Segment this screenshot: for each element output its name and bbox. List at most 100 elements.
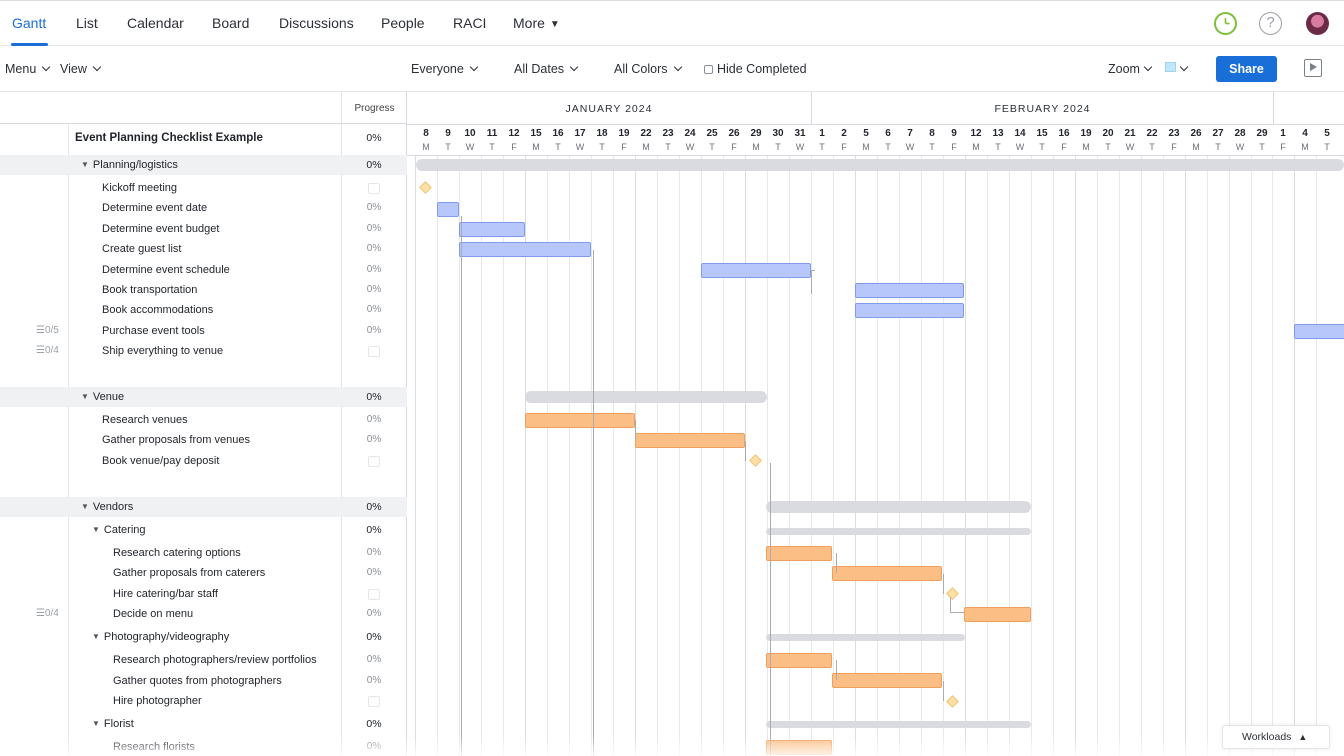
task-row[interactable]: Create guest list 0% bbox=[0, 239, 407, 259]
progress-value[interactable]: 0% bbox=[366, 414, 382, 425]
task-bar[interactable] bbox=[964, 607, 1031, 622]
task-row[interactable]: Gather proposals from venues 0% bbox=[0, 430, 407, 450]
progress-value[interactable]: 0% bbox=[366, 501, 382, 513]
task-bar[interactable] bbox=[1294, 324, 1344, 339]
task-bar[interactable] bbox=[766, 546, 832, 561]
progress-value[interactable]: 0% bbox=[366, 223, 382, 234]
menu-dropdown[interactable]: Menu bbox=[5, 62, 51, 76]
task-row[interactable]: Ship everything to venue ☰0/4 bbox=[0, 341, 407, 361]
progress-value[interactable]: 0% bbox=[366, 524, 382, 536]
task-row[interactable]: Gather proposals from caterers 0% bbox=[0, 563, 407, 583]
view-dropdown[interactable]: View bbox=[60, 62, 102, 76]
task-bar[interactable] bbox=[459, 222, 525, 237]
summary-bar[interactable] bbox=[766, 634, 965, 641]
milestone-diamond[interactable] bbox=[946, 695, 959, 708]
task-bar[interactable] bbox=[459, 242, 591, 257]
task-row[interactable]: Research venues 0% bbox=[0, 410, 407, 430]
group-row[interactable]: ▼ Venue 0% bbox=[0, 387, 407, 407]
task-row[interactable]: Determine event date 0% bbox=[0, 198, 407, 218]
subtask-count[interactable]: ☰0/4 bbox=[36, 341, 59, 361]
task-row[interactable]: Research photographers/review portfolios… bbox=[0, 650, 407, 670]
progress-value[interactable]: 0% bbox=[366, 325, 382, 336]
group-row[interactable]: ▼ Planning/logistics 0% bbox=[0, 155, 407, 175]
task-bar[interactable] bbox=[832, 673, 942, 688]
collapse-triangle-icon[interactable]: ▼ bbox=[92, 719, 100, 728]
progress-value[interactable]: 0% bbox=[366, 631, 382, 643]
progress-value[interactable]: 0% bbox=[366, 654, 382, 665]
tab-calendar[interactable]: Calendar bbox=[127, 15, 184, 31]
task-row[interactable]: Book transportation 0% bbox=[0, 280, 407, 300]
task-bar[interactable] bbox=[635, 433, 745, 448]
milestone-checkbox[interactable] bbox=[368, 696, 380, 707]
share-button[interactable]: Share bbox=[1216, 56, 1277, 82]
progress-value[interactable]: 0% bbox=[366, 202, 382, 213]
summary-bar[interactable] bbox=[525, 391, 767, 403]
workloads-button[interactable]: Workloads ▲ bbox=[1222, 725, 1330, 749]
task-bar[interactable] bbox=[832, 566, 942, 581]
progress-value[interactable]: 0% bbox=[366, 675, 382, 686]
tab-discussions[interactable]: Discussions bbox=[279, 15, 354, 31]
tab-more[interactable]: More ▼ bbox=[513, 15, 560, 31]
collapse-triangle-icon[interactable]: ▼ bbox=[81, 160, 89, 169]
progress-value[interactable]: 0% bbox=[366, 132, 382, 144]
progress-value[interactable]: 0% bbox=[366, 547, 382, 558]
progress-value[interactable]: 0% bbox=[366, 718, 382, 730]
zoom-dropdown[interactable]: Zoom bbox=[1108, 62, 1153, 76]
task-row[interactable]: Research catering options 0% bbox=[0, 543, 407, 563]
help-icon[interactable]: ? bbox=[1259, 12, 1282, 35]
checkbox[interactable] bbox=[704, 65, 713, 74]
task-row[interactable]: ▼ Catering 0% bbox=[0, 520, 407, 540]
color-chevron[interactable] bbox=[1179, 62, 1189, 76]
task-row[interactable]: Decide on menu ☰0/4 0% bbox=[0, 604, 407, 624]
tab-board[interactable]: Board bbox=[212, 15, 250, 31]
task-row[interactable]: Hire photographer bbox=[0, 691, 407, 711]
task-row[interactable]: Kickoff meeting bbox=[0, 178, 407, 198]
milestone-diamond[interactable] bbox=[946, 587, 959, 600]
progress-value[interactable]: 0% bbox=[366, 608, 382, 619]
milestone-checkbox[interactable] bbox=[368, 456, 380, 467]
subtask-count[interactable]: ☰0/5 bbox=[36, 321, 59, 341]
colors-filter[interactable]: All Colors bbox=[614, 62, 682, 76]
progress-value[interactable]: 0% bbox=[366, 304, 382, 315]
tab-list[interactable]: List bbox=[76, 15, 98, 31]
milestone-diamond[interactable] bbox=[749, 454, 762, 467]
group-row[interactable]: ▼ Vendors 0% bbox=[0, 497, 407, 517]
collapse-triangle-icon[interactable]: ▼ bbox=[81, 392, 89, 401]
tab-people[interactable]: People bbox=[381, 15, 425, 31]
people-filter[interactable]: Everyone bbox=[411, 62, 479, 76]
progress-value[interactable]: 0% bbox=[366, 391, 382, 403]
hide-completed-toggle[interactable]: Hide Completed bbox=[704, 62, 807, 76]
progress-value[interactable]: 0% bbox=[366, 567, 382, 578]
task-row[interactable]: Determine event budget 0% bbox=[0, 219, 407, 239]
progress-value[interactable]: 0% bbox=[366, 243, 382, 254]
progress-value[interactable]: 0% bbox=[366, 264, 382, 275]
dates-filter[interactable]: All Dates bbox=[514, 62, 579, 76]
summary-bar[interactable] bbox=[416, 159, 1344, 171]
task-row[interactable]: Book accommodations 0% bbox=[0, 300, 407, 320]
project-row[interactable]: Event Planning Checklist Example 0% bbox=[0, 128, 407, 148]
task-bar[interactable] bbox=[766, 653, 832, 668]
task-row[interactable]: Book venue/pay deposit bbox=[0, 451, 407, 471]
task-bar[interactable] bbox=[437, 202, 459, 217]
summary-bar[interactable] bbox=[766, 721, 1031, 728]
task-bar[interactable] bbox=[525, 413, 635, 428]
collapse-triangle-icon[interactable]: ▼ bbox=[81, 502, 89, 511]
avatar[interactable] bbox=[1306, 12, 1329, 35]
task-row[interactable]: ▼ Photography/videography 0% bbox=[0, 627, 407, 647]
milestone-checkbox[interactable] bbox=[368, 183, 380, 194]
milestone-checkbox[interactable] bbox=[368, 346, 380, 357]
collapse-triangle-icon[interactable]: ▼ bbox=[92, 525, 100, 534]
color-swatch[interactable] bbox=[1165, 62, 1176, 72]
summary-bar[interactable] bbox=[766, 501, 1031, 513]
summary-bar[interactable] bbox=[766, 528, 1031, 535]
task-row[interactable]: Determine event schedule 0% bbox=[0, 260, 407, 280]
task-bar[interactable] bbox=[855, 303, 964, 318]
collapse-triangle-icon[interactable]: ▼ bbox=[92, 632, 100, 641]
task-row[interactable]: Purchase event tools ☰0/5 0% bbox=[0, 321, 407, 341]
task-bar[interactable] bbox=[855, 283, 964, 298]
task-row[interactable]: ▼ Florist 0% bbox=[0, 714, 407, 734]
progress-value[interactable]: 0% bbox=[366, 159, 382, 171]
progress-value[interactable]: 0% bbox=[366, 434, 382, 445]
progress-value[interactable]: 0% bbox=[366, 284, 382, 295]
milestone-diamond[interactable] bbox=[419, 181, 432, 194]
